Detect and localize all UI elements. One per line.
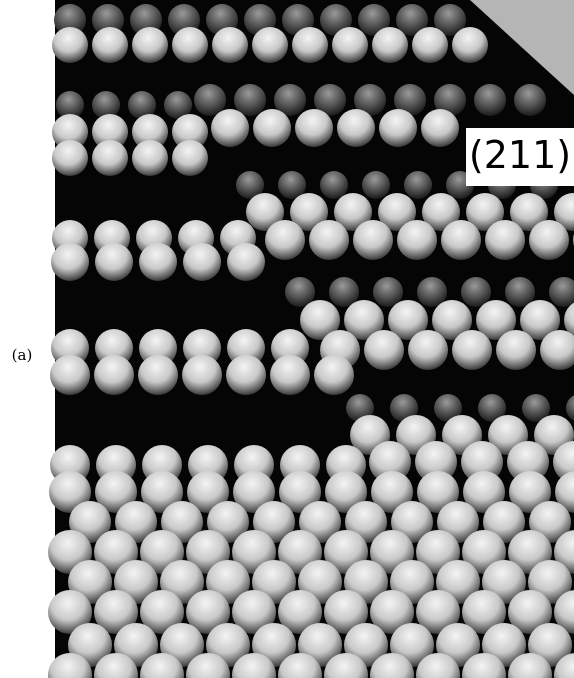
atom-ball: [253, 109, 291, 147]
atom-ball: [529, 220, 569, 260]
atom-ball: [132, 140, 168, 176]
atom-ball: [92, 140, 128, 176]
atom-ball: [441, 220, 481, 260]
atom-ball: [320, 171, 348, 199]
atom-ball: [514, 84, 546, 116]
atom-ball: [397, 220, 437, 260]
surface-label: (211): [469, 133, 571, 177]
atom-ball: [309, 220, 349, 260]
figure: (211) (a): [0, 0, 574, 678]
atom-ball: [314, 355, 354, 395]
atom-ball: [265, 220, 305, 260]
atom-ball: [270, 355, 310, 395]
atom-ball: [51, 243, 89, 281]
atom-ball: [227, 243, 265, 281]
atom-ball: [50, 355, 90, 395]
atom-ball: [95, 243, 133, 281]
atom-ball: [408, 330, 448, 370]
atom-ball: [182, 355, 222, 395]
atom-ball: [372, 27, 408, 63]
atom-ball: [295, 109, 333, 147]
atom-ball: [364, 330, 404, 370]
atom-ball: [485, 220, 525, 260]
atom-ball: [52, 27, 88, 63]
atom-ball: [52, 140, 88, 176]
panel-label: (a): [12, 346, 33, 364]
atom-ball: [452, 27, 488, 63]
atom-ball: [183, 243, 221, 281]
atom-ball: [292, 27, 328, 63]
atom-ball: [452, 330, 492, 370]
atom-ball: [412, 27, 448, 63]
atom-ball: [404, 171, 432, 199]
atom-ball: [92, 27, 128, 63]
atom-ball: [226, 355, 266, 395]
atom-ball: [496, 330, 536, 370]
atom-ball: [138, 355, 178, 395]
atom-ball: [337, 109, 375, 147]
atom-ball: [212, 27, 248, 63]
atom-ball: [94, 355, 134, 395]
page: (211) (a) (() => { const data = JSON.par…: [0, 0, 574, 678]
atom-ball: [421, 109, 459, 147]
atom-ball: [252, 27, 288, 63]
atom-ball: [172, 140, 208, 176]
atom-ball: [332, 27, 368, 63]
atom-ball: [474, 84, 506, 116]
atom-ball: [362, 171, 390, 199]
atom-ball: [379, 109, 417, 147]
atom-ball: [353, 220, 393, 260]
atom-ball: [132, 27, 168, 63]
atom-ball: [172, 27, 208, 63]
atom-ball: [139, 243, 177, 281]
atom-ball: [211, 109, 249, 147]
